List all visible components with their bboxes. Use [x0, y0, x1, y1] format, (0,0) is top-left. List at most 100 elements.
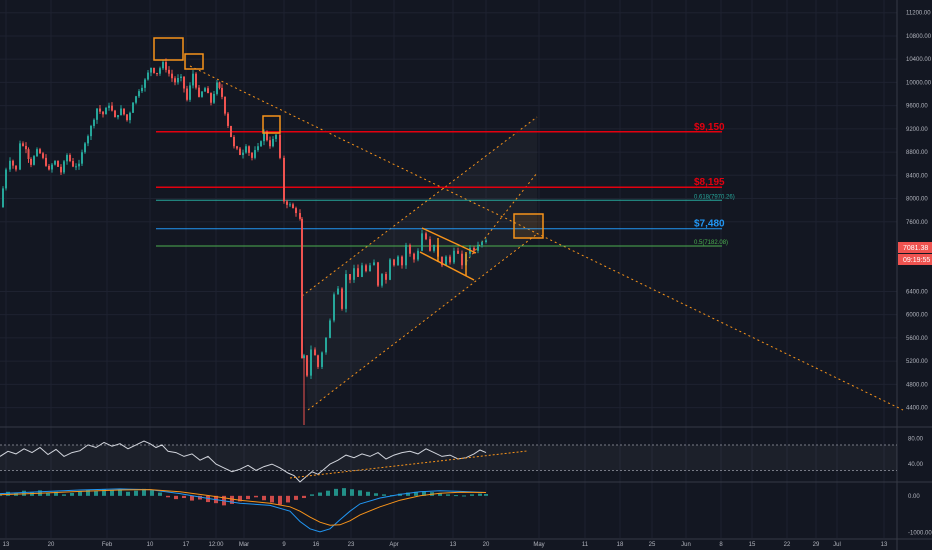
macd-histogram-bar	[182, 495, 186, 499]
candle-body	[417, 250, 419, 260]
macd-histogram-bar	[358, 490, 362, 496]
candle-body	[357, 268, 359, 277]
candle-body	[349, 274, 351, 280]
macd-histogram-bar	[294, 495, 298, 500]
time-tick-label: 11	[582, 542, 589, 548]
price-tick-label: 9200.00	[906, 127, 928, 133]
candle-body	[248, 146, 250, 153]
candle-body	[449, 256, 451, 263]
time-tick-label: 10	[147, 542, 154, 548]
candle-body	[87, 136, 89, 144]
macd-histogram-bar	[78, 491, 82, 496]
macd-histogram-bar	[246, 495, 250, 500]
macd-histogram-bar	[118, 489, 122, 496]
candle-body	[275, 134, 277, 139]
candle-body	[51, 164, 53, 170]
candle-body	[195, 73, 197, 88]
candle-body	[453, 250, 455, 263]
time-tick-label: May	[533, 542, 544, 548]
candle-body	[162, 62, 164, 69]
macd-histogram-bar	[102, 489, 106, 496]
macd-histogram-bar	[342, 488, 346, 496]
price-tick-label: 10800.00	[906, 34, 932, 40]
candle-body	[269, 140, 271, 147]
level-label-2: 0.618(7970.26)	[694, 194, 735, 200]
price-tick-label: 8400.00	[906, 173, 928, 179]
price-tick-label: 9600.00	[906, 104, 928, 110]
price-tick-label: 4800.00	[906, 382, 928, 388]
candle-body	[295, 208, 297, 214]
time-tick-label: Mar	[239, 542, 249, 548]
macd-histogram-bar	[270, 495, 274, 503]
candle-body	[96, 108, 98, 120]
candle-body	[429, 239, 431, 251]
macd-histogram-bar	[174, 495, 178, 500]
candle-body	[310, 349, 312, 376]
price-tick-label: 7600.00	[906, 220, 928, 226]
time-tick-label: Apr	[389, 542, 398, 548]
candle-body	[345, 274, 347, 309]
candle-body	[90, 125, 92, 137]
rsi-band	[0, 444, 897, 471]
candle-body	[192, 73, 194, 86]
macd-histogram-bar	[110, 490, 114, 496]
price-tick-label: 6400.00	[906, 289, 928, 295]
rsi-tick-label: 80.00	[908, 437, 924, 443]
time-tick-label: 20	[483, 542, 490, 548]
candle-body	[373, 262, 375, 266]
candle-body	[147, 72, 149, 80]
price-tick-label: 4400.00	[906, 406, 928, 412]
candle-body	[242, 152, 244, 155]
candle-body	[123, 108, 125, 115]
candle-body	[401, 256, 403, 266]
candle-body	[210, 93, 212, 103]
candle-body	[445, 256, 447, 266]
candle-body	[292, 204, 294, 209]
candle-body	[301, 218, 303, 359]
candle-body	[245, 146, 247, 153]
macd-histogram-bar	[462, 495, 466, 497]
macd-histogram-bar	[366, 491, 370, 496]
highlight-box	[153, 37, 184, 61]
macd-histogram-bar	[238, 495, 242, 502]
time-tick-label: 13	[450, 542, 457, 548]
price-tick-label: 11200.00	[906, 11, 931, 17]
macd-histogram-bar	[454, 495, 458, 497]
ascending-channel	[301, 116, 538, 411]
candle-body	[365, 265, 367, 272]
price-tick-label: 5200.00	[906, 359, 928, 365]
candle-body	[25, 145, 27, 150]
candle-body	[186, 88, 188, 100]
macd-histogram-bar	[126, 491, 130, 496]
candle-body	[409, 244, 411, 254]
flag-lower-line	[419, 251, 475, 281]
time-tick-label: 15	[749, 542, 756, 548]
candle-body	[105, 107, 107, 115]
level-label-3: $7,480	[694, 219, 725, 230]
price-tick-label: 10400.00	[906, 57, 932, 63]
price-tick-label: 8800.00	[906, 150, 928, 156]
candle-body	[377, 262, 379, 286]
candle-body	[33, 156, 35, 165]
price-tick-label: 6000.00	[906, 313, 928, 319]
candle-body	[337, 288, 339, 295]
rsi-tick-label: 40.00	[908, 462, 924, 468]
time-tick-label: 22	[784, 542, 791, 548]
candle-body	[114, 110, 116, 118]
candle-body	[233, 136, 235, 147]
macd-histogram-bar	[382, 494, 386, 496]
candle-body	[473, 247, 475, 251]
candle-body	[153, 67, 155, 73]
candle-body	[9, 160, 11, 170]
candle-body	[207, 88, 209, 94]
candle-body	[159, 68, 161, 74]
candle-body	[111, 105, 113, 111]
candle-body	[263, 131, 265, 142]
candle-body	[144, 79, 146, 88]
candle-body	[260, 141, 262, 147]
descending-trendline	[189, 65, 904, 411]
candle-body	[138, 91, 140, 97]
time-tick-label: Feb	[102, 542, 113, 548]
time-tick-label: 13	[3, 542, 10, 548]
